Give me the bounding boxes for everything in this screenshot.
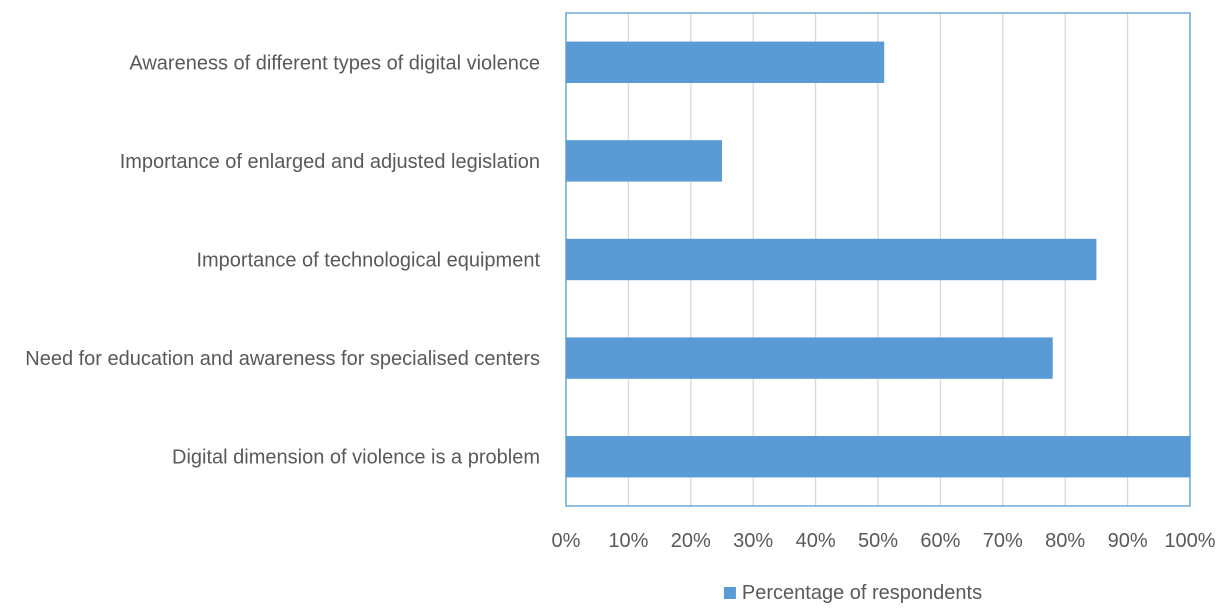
bar [566, 238, 1097, 281]
bar [566, 41, 885, 84]
x-tick-label: 90% [1108, 530, 1148, 552]
bar [566, 140, 722, 182]
legend-swatch [723, 587, 736, 599]
category-label: Awareness of different types of digital … [129, 52, 540, 74]
x-tick-label: 20% [671, 530, 711, 552]
x-tick-label: 70% [983, 530, 1023, 552]
plot-area-border [565, 12, 1191, 507]
category-label: Digital dimension of violence is a probl… [172, 447, 540, 469]
category-label: Need for education and awareness for spe… [25, 348, 540, 370]
plot-border [565, 12, 1191, 507]
bars [566, 41, 1190, 478]
bar [566, 435, 1190, 478]
legend: Percentage of respondents [723, 582, 982, 604]
x-tick-label: 50% [858, 530, 898, 552]
x-tick-label: 0% [552, 530, 581, 552]
bar [566, 337, 1053, 379]
x-tick-label: 80% [1045, 530, 1085, 552]
x-tick-label: 40% [796, 530, 836, 552]
category-labels: Awareness of different types of digital … [25, 52, 540, 468]
legend-label: Percentage of respondents [742, 582, 982, 604]
x-tick-labels: 0% 10% 20% 30% 40% 50% 60% 70% 80% 90% 100% [552, 530, 1216, 552]
x-tick-label: 30% [733, 530, 773, 552]
category-label: Importance of enlarged and adjusted legi… [120, 151, 540, 173]
x-tick-label: 10% [608, 530, 648, 552]
x-tick-label: 100% [1164, 530, 1215, 552]
x-tick-label: 60% [920, 530, 960, 552]
category-label: Importance of technological equipment [196, 250, 540, 272]
